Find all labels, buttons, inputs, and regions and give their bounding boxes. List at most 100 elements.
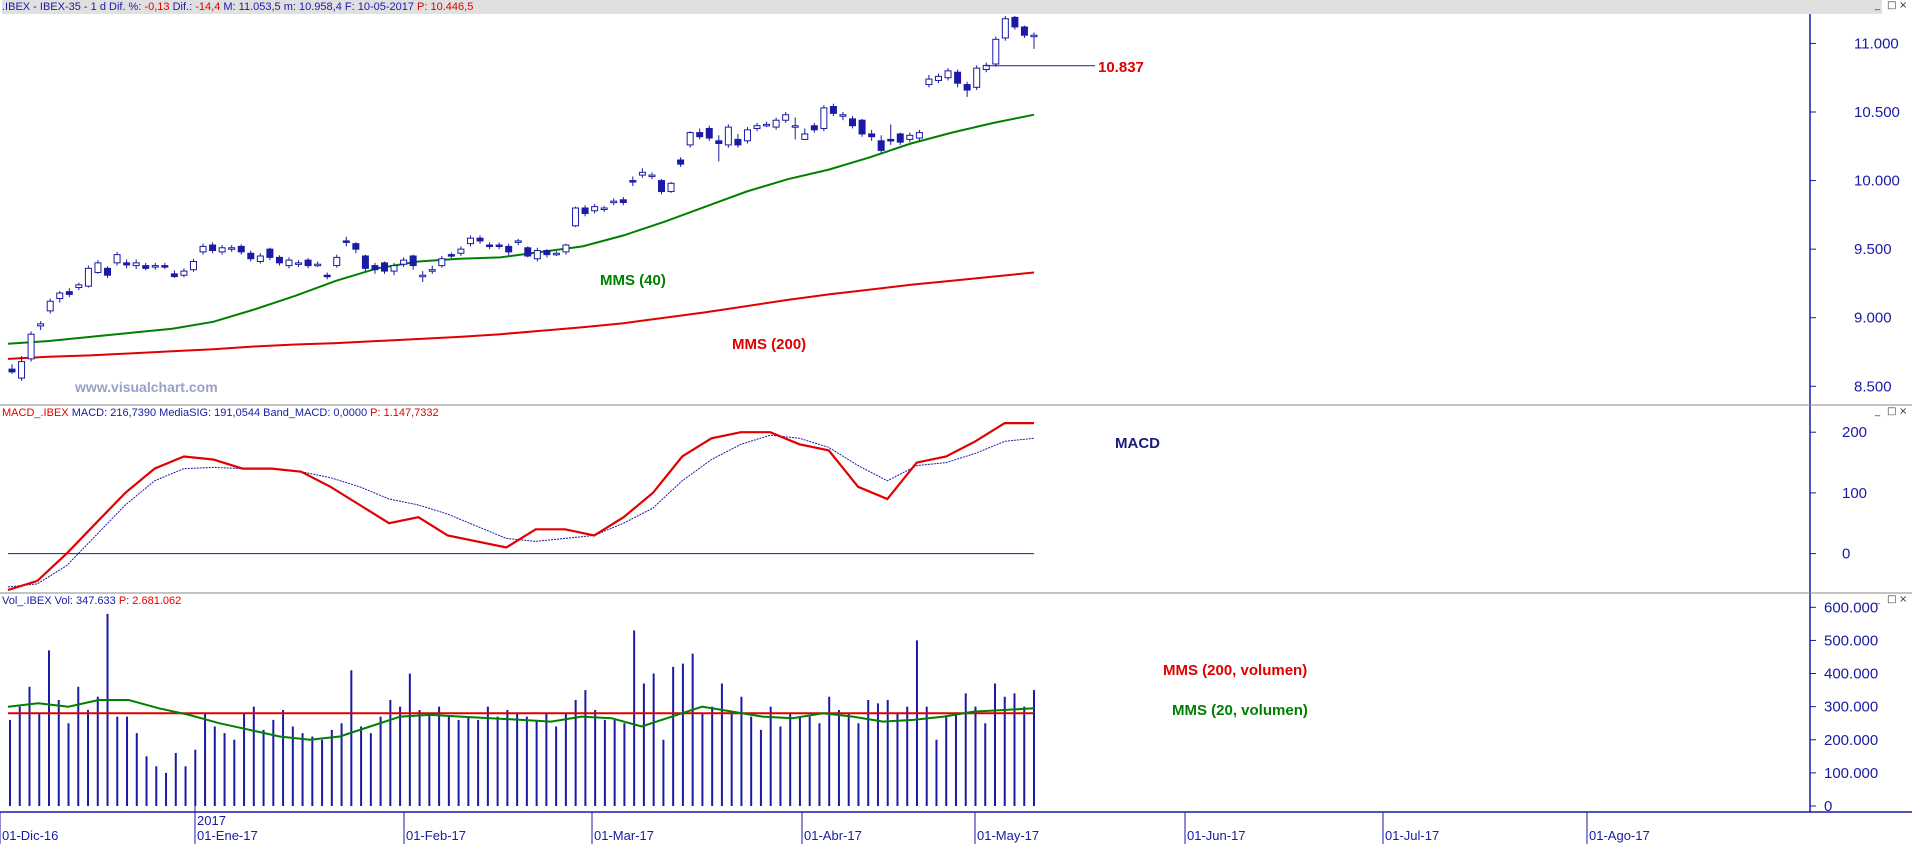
volume-chart: 0 100.000 200.000 300.000 400.000 500.000 600.… <box>0 594 1912 844</box>
x-tick-label: 01-Dic-16 <box>2 828 58 843</box>
candle-body <box>142 265 150 269</box>
macd-line <box>7 422 1034 592</box>
volume-y-tick-label: 500.000 <box>1824 632 1878 649</box>
candle-body <box>285 259 293 267</box>
candle-body <box>562 244 570 253</box>
candle-body <box>954 71 962 84</box>
volume-close-button[interactable]: × <box>1899 594 1908 605</box>
dif-label: Dif.: <box>172 1 193 13</box>
macd-p-value: P: 1.147,7332 <box>370 407 439 419</box>
candle-body <box>113 254 121 264</box>
candle-body <box>715 140 723 145</box>
macd-value: MACD: 216,7390 <box>71 407 157 419</box>
candle-body <box>543 250 551 256</box>
candle-body <box>552 252 560 256</box>
macd-maximize-button[interactable]: □ <box>1887 406 1897 417</box>
candle-body <box>495 244 503 248</box>
candle-body <box>476 237 484 242</box>
x-tick-label: 01-May-17 <box>977 828 1039 843</box>
candle-body <box>18 361 26 379</box>
candle-body <box>304 259 312 267</box>
candle-body <box>581 207 589 214</box>
candle-body <box>94 262 102 273</box>
volume-y-tick-label: 100.000 <box>1824 765 1878 782</box>
candle-body <box>629 180 637 183</box>
volume-maximize-button[interactable]: □ <box>1887 594 1897 605</box>
candle-body <box>333 256 341 267</box>
price-chart: 8.500 9.000 9.500 10.000 10.500 11.000 www.vis… <box>0 14 1912 406</box>
volume-name: Vol_.IBEX <box>2 595 52 607</box>
candle-body <box>514 240 522 243</box>
candle-body <box>657 180 665 193</box>
candle-body <box>992 38 1000 65</box>
candle-body <box>705 127 713 139</box>
price-y-tick-label: 9.500 <box>1854 241 1892 258</box>
candle-body <box>352 243 360 250</box>
candle-body <box>457 248 465 254</box>
x-tick-label: 01-Abr-17 <box>804 828 862 843</box>
p-label: P: <box>417 1 428 13</box>
candle-body <box>266 248 274 258</box>
price-close-button[interactable]: × <box>1899 0 1908 11</box>
price-header: .IBEX - IBEX-35 - 1 d Dif. %: -0,13 Dif.… <box>2 0 1882 14</box>
volume-y-tick-label: 0 <box>1824 798 1832 815</box>
candle-body <box>753 125 761 129</box>
candle-body <box>8 368 16 373</box>
candle-body <box>419 274 427 278</box>
candle-body <box>104 267 112 276</box>
candle-body <box>839 114 847 117</box>
macd-y-tick-label: 200 <box>1842 424 1867 441</box>
volume-sma200-label: MMS (200, volumen) <box>1163 662 1307 679</box>
candle-body <box>505 245 513 253</box>
volume-y-tick-label: 200.000 <box>1824 732 1878 749</box>
x-tick-label: 01-Feb-17 <box>406 828 466 843</box>
macd-header: MACD_.IBEX MACD: 216,7390 MediaSIG: 191,… <box>2 406 439 420</box>
sma200-label: MMS (200) <box>732 336 806 353</box>
min-label: m: 10.958,4 <box>283 1 342 13</box>
dif-value: -14,4 <box>195 1 221 13</box>
price-y-tick-label: 11.000 <box>1854 35 1899 52</box>
candle-body <box>65 291 73 295</box>
candle-body <box>275 256 283 264</box>
candle-body <box>915 132 923 139</box>
volume-value: Vol: 347.633 <box>54 595 116 607</box>
symbol-label: .IBEX - IBEX-35 - 1 d <box>2 1 106 13</box>
macd-y-tick-label: 100 <box>1842 485 1867 502</box>
x-tick-label: 01-Mar-17 <box>594 828 654 843</box>
p-value: 10.446,5 <box>430 1 474 13</box>
watermark: www.visualchart.com <box>74 379 218 395</box>
candle-body <box>638 171 646 176</box>
macd-close-button[interactable]: × <box>1899 406 1908 417</box>
candle-body <box>361 255 369 269</box>
candle-body <box>1020 26 1028 36</box>
candle-body <box>409 255 417 267</box>
macd-name: MACD_.IBEX <box>2 407 69 419</box>
date-label: F: 10-05-2017 <box>344 1 414 13</box>
candle-body <box>151 265 159 268</box>
candle-body <box>906 134 914 140</box>
candle-body <box>466 237 474 245</box>
macd-signal-value: MediaSIG: 191,0544 <box>159 407 261 419</box>
price-minimize-button[interactable]: _ <box>1875 0 1880 11</box>
candle-body <box>1030 34 1038 38</box>
candle-body <box>801 133 809 140</box>
candle-body <box>390 265 398 272</box>
candle-body <box>180 270 188 276</box>
sma40-label: MMS (40) <box>600 272 666 289</box>
candle-body <box>132 262 140 267</box>
volume-minimize-button[interactable]: _ <box>1875 594 1880 605</box>
candle-body <box>170 273 178 278</box>
year-label: 2017 <box>197 813 226 828</box>
candle-body <box>218 247 226 253</box>
macd-minimize-button[interactable]: _ <box>1875 406 1880 417</box>
candle-body <box>323 274 331 278</box>
macd-signal-line <box>7 434 1035 588</box>
candle-body <box>791 125 799 128</box>
candle-body <box>237 245 245 253</box>
candle-body <box>228 247 236 250</box>
volume-sma20-line <box>7 699 1035 741</box>
macd-y-tick-label: 0 <box>1842 546 1850 563</box>
candle-body <box>600 207 608 210</box>
candle-body <box>887 138 895 142</box>
price-maximize-button[interactable]: □ <box>1887 0 1897 11</box>
